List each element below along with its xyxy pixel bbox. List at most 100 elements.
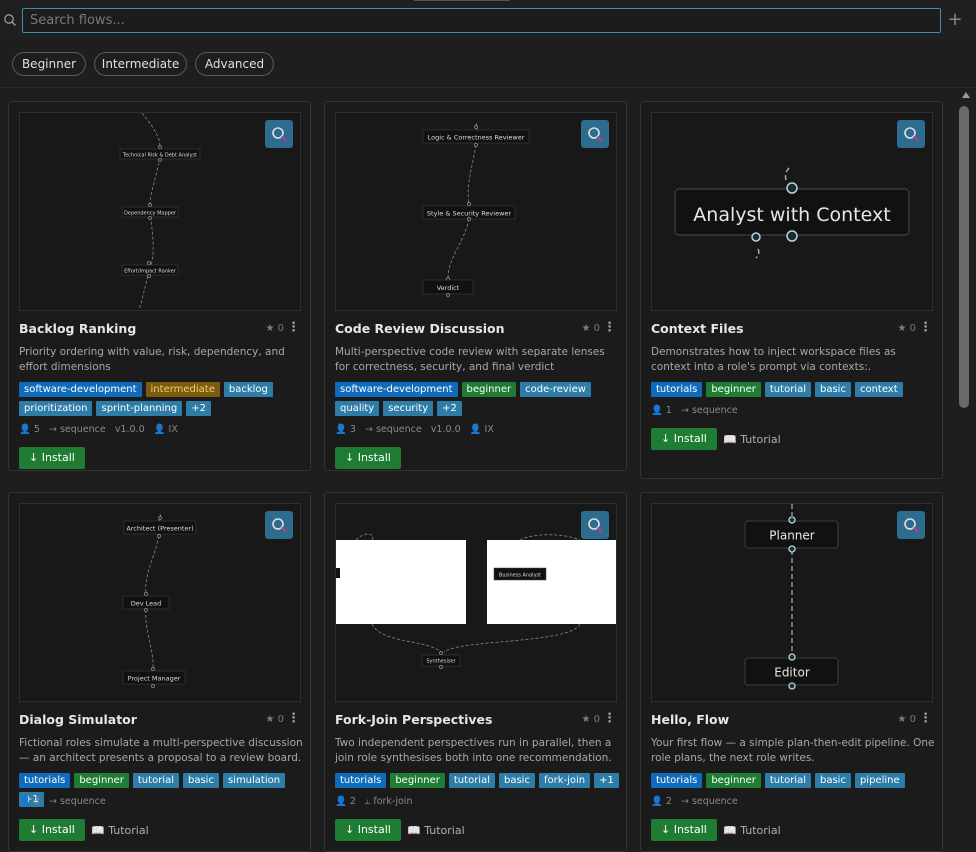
- preview-zoom-button[interactable]: [265, 511, 293, 539]
- search-icon: [4, 14, 16, 26]
- filter-beginner[interactable]: Beginner: [12, 52, 86, 76]
- tag-list: software-development beginner code-revie…: [335, 382, 620, 416]
- topology: → sequence: [48, 424, 106, 435]
- tutorial-link[interactable]: 📖 Tutorial: [91, 824, 149, 837]
- install-button[interactable]: ↓ Install: [19, 447, 85, 469]
- tag[interactable]: pipeline: [854, 773, 905, 788]
- star-count[interactable]: ★ 0: [265, 323, 284, 334]
- topology: ⥿ fork-join: [364, 796, 413, 807]
- flow-card[interactable]: Architect (Presenter) Dev Lead Project M…: [8, 492, 311, 852]
- tag[interactable]: context: [854, 382, 903, 397]
- tag[interactable]: sprint-planning: [96, 401, 183, 416]
- more-menu-icon[interactable]: ⋮: [919, 320, 932, 335]
- preview-zoom-button[interactable]: [581, 511, 609, 539]
- flow-card[interactable]: Technical Risk & Debt Analyst Dependency…: [8, 101, 311, 471]
- tag[interactable]: beginner: [74, 773, 129, 788]
- flow-card[interactable]: Business Analyst Synthesiser Fork-Join P…: [324, 492, 627, 852]
- role-count-icon: 👤: [19, 424, 31, 435]
- preview-node: Dev Lead: [131, 600, 162, 608]
- star-value: 0: [277, 714, 284, 725]
- tag[interactable]: basic: [498, 773, 535, 788]
- tag[interactable]: beginner: [390, 773, 445, 788]
- more-menu-icon[interactable]: ⋮: [603, 711, 616, 726]
- tag-overflow[interactable]: +2: [186, 401, 211, 416]
- tag[interactable]: software-development: [335, 382, 458, 397]
- flow-meta: 👤 3 → sequence: [19, 796, 106, 807]
- version: v1.0.0: [114, 424, 145, 435]
- scroll-thumb[interactable]: [959, 106, 969, 408]
- flow-card[interactable]: Analyst with Context Context Files ★ 0 ⋮…: [640, 101, 943, 479]
- flow-meta: 👤 3 → sequence v1.0.0 👤 IX: [335, 424, 494, 435]
- filter-intermediate[interactable]: Intermediate: [94, 52, 187, 76]
- filter-advanced[interactable]: Advanced: [195, 52, 274, 76]
- search-input[interactable]: [22, 8, 941, 33]
- tag[interactable]: simulation: [222, 773, 286, 788]
- tag-list: tutorials beginner tutorial basic contex…: [651, 382, 936, 397]
- more-menu-icon[interactable]: ⋮: [603, 320, 616, 335]
- book-icon: 📖: [407, 824, 421, 837]
- add-flow-button[interactable]: +: [947, 9, 963, 30]
- more-menu-icon[interactable]: ⋮: [287, 711, 300, 726]
- tag[interactable]: basic: [814, 382, 851, 397]
- tag[interactable]: beginner: [706, 773, 761, 788]
- preview-zoom-button[interactable]: [265, 120, 293, 148]
- install-button[interactable]: ↓ Install: [19, 819, 85, 841]
- more-menu-icon[interactable]: ⋮: [919, 711, 932, 726]
- vertical-scrollbar[interactable]: [956, 88, 976, 852]
- tag[interactable]: security: [383, 401, 434, 416]
- tag[interactable]: beginner: [461, 382, 517, 397]
- star-count[interactable]: ★ 0: [581, 714, 600, 725]
- tag[interactable]: tutorials: [335, 773, 387, 788]
- tag[interactable]: code-review: [520, 382, 591, 397]
- preview-zoom-button[interactable]: [581, 120, 609, 148]
- star-count[interactable]: ★ 0: [897, 714, 916, 725]
- tag-overflow[interactable]: +2: [437, 401, 462, 416]
- install-button[interactable]: ↓ Install: [335, 819, 401, 841]
- preview-node: Effort/Impact Ranker: [124, 269, 177, 275]
- magnifier-icon: [272, 518, 287, 533]
- tag-overflow[interactable]: +1: [594, 773, 619, 788]
- install-button[interactable]: ↓ Install: [651, 819, 717, 841]
- star-count[interactable]: ★ 0: [581, 323, 600, 334]
- tag[interactable]: tutorial: [764, 382, 811, 397]
- flow-description: Multi-perspective code review with separ…: [335, 346, 605, 373]
- flow-card[interactable]: Logic & Correctness Reviewer Style & Sec…: [324, 101, 627, 471]
- topology: → sequence: [364, 424, 422, 435]
- preview-zoom-button[interactable]: [897, 120, 925, 148]
- tag[interactable]: tutorial: [448, 773, 495, 788]
- flow-title: Code Review Discussion: [335, 321, 505, 336]
- star-count[interactable]: ★ 0: [897, 323, 916, 334]
- flow-meta: 👤 1 → sequence: [651, 405, 738, 416]
- preview-node: Editor: [774, 666, 810, 680]
- tag[interactable]: tutorials: [651, 382, 703, 397]
- tag[interactable]: quality: [335, 401, 380, 416]
- flow-preview: Technical Risk & Debt Analyst Dependency…: [19, 112, 301, 311]
- tag[interactable]: basic: [814, 773, 851, 788]
- tutorial-link[interactable]: 📖 Tutorial: [723, 824, 781, 837]
- tag[interactable]: backlog: [223, 382, 273, 397]
- more-menu-icon[interactable]: ⋮: [287, 320, 300, 335]
- tag[interactable]: tutorials: [19, 773, 71, 788]
- install-button[interactable]: ↓ Install: [335, 447, 401, 469]
- star-count[interactable]: ★ 0: [265, 714, 284, 725]
- tag-overflow[interactable]: +1: [19, 792, 44, 807]
- topology: → sequence: [48, 796, 106, 807]
- tag[interactable]: software-development: [19, 382, 142, 397]
- tag[interactable]: prioritization: [19, 401, 93, 416]
- install-button[interactable]: ↓ Install: [651, 428, 717, 450]
- role-count-icon: 👤: [335, 796, 347, 807]
- flow-card[interactable]: Planner Editor Hello, Flow ★ 0 ⋮ Your fi…: [640, 492, 943, 852]
- tag[interactable]: intermediate: [145, 382, 220, 397]
- preview-node: Synthesiser: [426, 659, 456, 665]
- scroll-up-arrow-icon[interactable]: [962, 92, 970, 98]
- role-count-icon: 👤: [335, 424, 347, 435]
- tag[interactable]: tutorial: [132, 773, 179, 788]
- tutorial-link[interactable]: 📖 Tutorial: [407, 824, 465, 837]
- tutorial-link[interactable]: 📖 Tutorial: [723, 433, 781, 446]
- tag[interactable]: fork-join: [538, 773, 591, 788]
- preview-zoom-button[interactable]: [897, 511, 925, 539]
- tag[interactable]: tutorials: [651, 773, 703, 788]
- tag[interactable]: tutorial: [764, 773, 811, 788]
- tag[interactable]: basic: [182, 773, 219, 788]
- tag[interactable]: beginner: [706, 382, 761, 397]
